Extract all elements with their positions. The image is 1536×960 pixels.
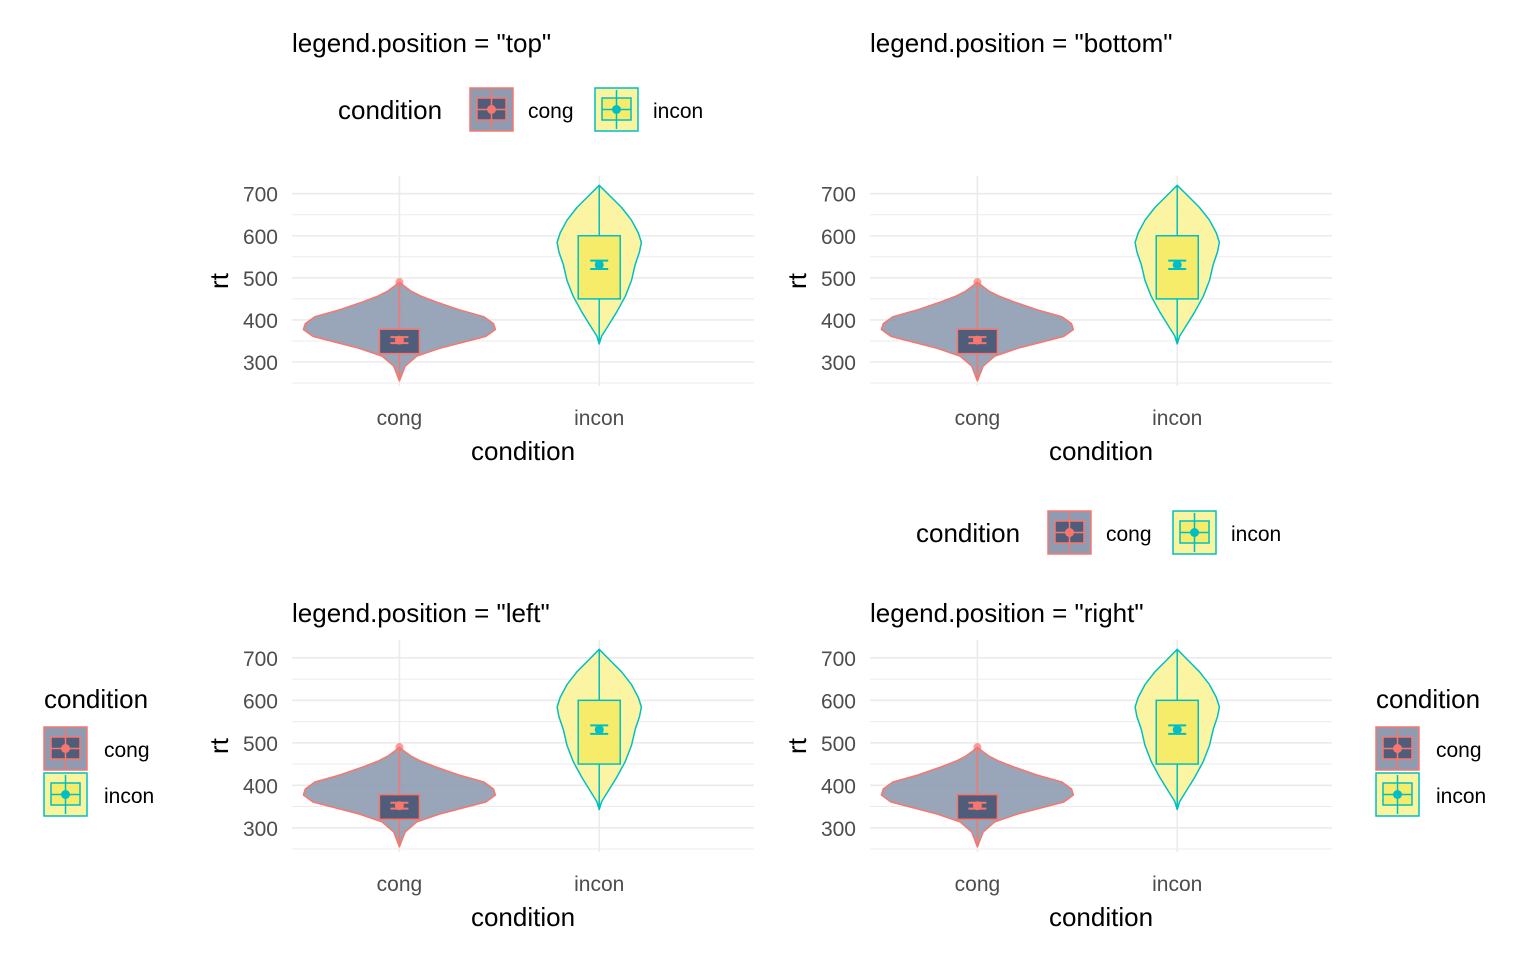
y-axis-title: rt	[204, 737, 234, 754]
y-tick-label: 400	[243, 310, 278, 333]
x-tick-label: cong	[377, 873, 423, 896]
legend-label: cong	[104, 739, 150, 762]
mean-point-cong	[394, 335, 404, 345]
x-tick-label: cong	[955, 407, 1001, 430]
chart-title: legend.position = "right"	[870, 598, 1144, 628]
x-tick-label: cong	[955, 873, 1001, 896]
legend-key-point	[1393, 790, 1402, 799]
legend-key-incon	[594, 87, 639, 132]
legend-key-cong	[469, 87, 514, 132]
x-axis-title: condition	[471, 902, 575, 932]
mean-point-incon	[594, 725, 604, 735]
legend-title: condition	[916, 518, 1020, 548]
y-tick-label: 500	[243, 268, 278, 291]
legend-key-point	[612, 105, 621, 114]
y-axis-title: rt	[782, 272, 812, 289]
legend-title: condition	[44, 684, 148, 714]
y-tick-label: 300	[821, 818, 856, 841]
legend-key-point	[1065, 528, 1074, 537]
chart-title: legend.position = "bottom"	[870, 28, 1173, 58]
y-tick-label: 300	[243, 818, 278, 841]
legend-key-cong	[43, 726, 88, 771]
y-tick-label: 600	[243, 690, 278, 713]
y-axis-title: rt	[204, 272, 234, 289]
legend-left: condition cong incon	[43, 684, 154, 817]
max-point-cong	[973, 278, 982, 287]
legend-title: condition	[338, 95, 442, 125]
legend-key-point	[61, 744, 70, 753]
y-tick-label: 500	[243, 733, 278, 756]
mean-point-incon	[1172, 260, 1182, 270]
x-tick-label: incon	[574, 407, 624, 430]
max-point-cong	[973, 743, 982, 752]
chart-title: legend.position = "top"	[292, 28, 551, 58]
legend-key-incon	[1172, 510, 1217, 555]
box-cong	[378, 793, 421, 821]
legend-key-point	[487, 105, 496, 114]
y-tick-label: 400	[243, 775, 278, 798]
y-tick-label: 700	[243, 648, 278, 671]
panel-bottom: legend.position = "bottom" 300 400 500 600 70…	[782, 28, 1332, 555]
legend-title: condition	[1376, 684, 1480, 714]
legend-key-incon	[1375, 772, 1420, 817]
x-axis-title: condition	[1049, 902, 1153, 932]
y-tick-label: 500	[821, 268, 856, 291]
legend-label: incon	[1231, 523, 1281, 546]
legend-bottom: condition cong incon	[916, 510, 1281, 555]
y-tick-label: 400	[821, 310, 856, 333]
y-tick-label: 600	[821, 226, 856, 249]
legend-key-point	[61, 790, 70, 799]
legend-key-cong	[1375, 726, 1420, 771]
legend-label: incon	[104, 785, 154, 808]
x-tick-label: cong	[377, 407, 423, 430]
y-tick-label: 300	[821, 352, 856, 375]
max-point-cong	[395, 743, 404, 752]
mean-point-incon	[594, 260, 604, 270]
panel-right: legend.position = "right" 300 400 500 600 700…	[782, 598, 1486, 932]
y-tick-label: 700	[243, 184, 278, 207]
y-tick-label: 400	[821, 775, 856, 798]
mean-point-cong	[394, 801, 404, 811]
y-tick-label: 600	[821, 690, 856, 713]
legend-label: cong	[1436, 739, 1482, 762]
legend-label: cong	[1106, 523, 1152, 546]
legend-key-incon	[43, 772, 88, 817]
x-tick-label: incon	[1152, 407, 1202, 430]
x-tick-label: incon	[574, 873, 624, 896]
y-tick-label: 600	[243, 226, 278, 249]
y-tick-label: 300	[243, 352, 278, 375]
mean-point-cong	[972, 801, 982, 811]
x-axis-title: condition	[471, 436, 575, 466]
legend-label: cong	[528, 100, 574, 123]
legend-label: incon	[653, 100, 703, 123]
max-point-cong	[395, 278, 404, 287]
legend-label: incon	[1436, 785, 1486, 808]
legend-right: condition cong incon	[1375, 684, 1486, 817]
legend-key-point	[1393, 744, 1402, 753]
legend-top: condition cong incon	[338, 87, 703, 132]
legend-key-cong	[1047, 510, 1092, 555]
y-axis-title: rt	[782, 737, 812, 754]
y-tick-label: 700	[821, 648, 856, 671]
x-tick-label: incon	[1152, 873, 1202, 896]
legend-key-point	[1190, 528, 1199, 537]
panel-top: legend.position = "top" 300 400 500 600 700 co…	[204, 28, 754, 466]
x-axis-title: condition	[1049, 436, 1153, 466]
y-tick-label: 700	[821, 184, 856, 207]
mean-point-cong	[972, 335, 982, 345]
panel-left: legend.position = "left" 300 400 500 600 700 c…	[43, 598, 754, 932]
mean-point-incon	[1172, 725, 1182, 735]
y-tick-label: 500	[821, 733, 856, 756]
chart-title: legend.position = "left"	[292, 598, 550, 628]
